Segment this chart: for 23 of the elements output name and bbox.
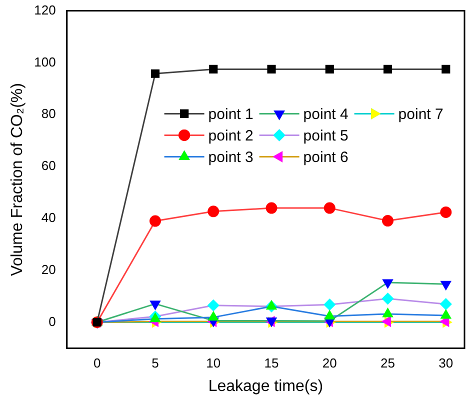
y-tick-label: 60 bbox=[41, 158, 56, 174]
y-tick-label: 80 bbox=[41, 106, 56, 122]
y-tick-label: 40 bbox=[41, 210, 56, 226]
x-tick-label: 20 bbox=[322, 356, 337, 371]
legend-label: point 1 bbox=[208, 106, 254, 123]
x-tick-label: 0 bbox=[94, 356, 101, 371]
x-tick-label: 10 bbox=[206, 356, 221, 371]
x-tick-label: 15 bbox=[264, 356, 279, 371]
legend-label: point 4 bbox=[303, 106, 348, 123]
legend-label: point 7 bbox=[398, 106, 444, 123]
x-tick-label: 30 bbox=[438, 356, 454, 371]
legend-label: point 6 bbox=[303, 148, 348, 166]
legend-label: point 2 bbox=[208, 127, 254, 144]
y-tick-label: 100 bbox=[34, 54, 56, 70]
y-tick-label: 0 bbox=[48, 314, 56, 329]
x-axis-title: Leakage time(s) bbox=[208, 378, 324, 395]
y-tick-label: 120 bbox=[34, 2, 56, 18]
x-tick-label: 5 bbox=[152, 356, 159, 371]
x-tick-label: 25 bbox=[380, 356, 396, 371]
legend-label: point 5 bbox=[303, 127, 348, 144]
y-tick-label: 20 bbox=[41, 262, 56, 277]
y-axis-title: Volume Fraction of CO₂(%) bbox=[9, 83, 26, 276]
legend-label: point 3 bbox=[208, 148, 254, 166]
